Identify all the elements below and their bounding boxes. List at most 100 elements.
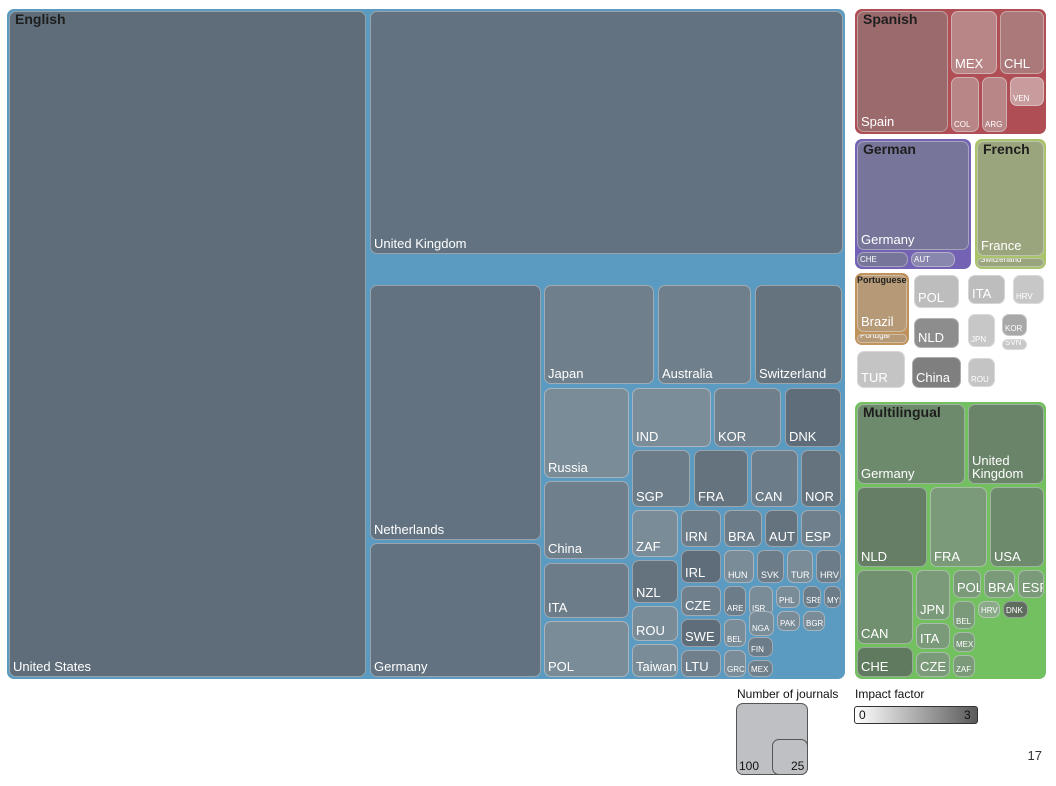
treemap-cell-english-russia[interactable]: Russia [544, 388, 629, 478]
treemap-cell-german-che[interactable]: CHE [857, 252, 908, 267]
treemap-cell-english-are[interactable]: ARE [724, 586, 746, 616]
treemap-cell-multilingual-bra[interactable]: BRA [984, 570, 1015, 598]
treemap-cell-unlabeled-rou[interactable]: ROU [968, 358, 995, 387]
treemap-cell-english-mex[interactable]: MEX [748, 660, 773, 677]
treemap-cell-english-netherlands[interactable]: Netherlands [370, 285, 541, 540]
treemap-cell-spanish-chl[interactable]: CHL [1000, 11, 1044, 74]
treemap-cell-unlabeled-jpn[interactable]: JPN [968, 314, 995, 347]
treemap-cell-english-switzerland[interactable]: Switzerland [755, 285, 842, 384]
treemap-cell-spanish-spain[interactable]: Spain [857, 11, 948, 132]
treemap-cell-multilingual-jpn[interactable]: JPN [916, 570, 950, 620]
treemap-cell-label: AUT [914, 254, 930, 264]
treemap-cell-multilingual-germany[interactable]: Germany [857, 404, 965, 484]
treemap-cell-english-pol[interactable]: POL [544, 621, 629, 677]
treemap-cell-label: TUR [861, 370, 888, 386]
treemap-cell-english-sgp[interactable]: SGP [632, 450, 690, 507]
treemap-cell-english-bra[interactable]: BRA [724, 510, 762, 547]
treemap-cell-english-nga[interactable]: NGA [749, 611, 774, 636]
treemap-cell-spanish-arg[interactable]: ARG [982, 77, 1007, 132]
treemap-cell-english-cze[interactable]: CZE [681, 586, 721, 616]
treemap-cell-portuguese-brazil[interactable]: Brazil [857, 275, 907, 332]
treemap-cell-english-dnk[interactable]: DNK [785, 388, 841, 447]
treemap-cell-english-swe[interactable]: SWE [681, 619, 721, 647]
treemap-cell-label: CAN [861, 626, 889, 642]
treemap-cell-german-germany[interactable]: Germany [857, 141, 969, 250]
treemap-cell-multilingual-mex[interactable]: MEX [953, 632, 975, 652]
treemap-cell-multilingual-united-kingdom[interactable]: United Kingdom [968, 404, 1044, 484]
treemap-cell-english-nor[interactable]: NOR [801, 450, 841, 507]
treemap-cell-multilingual-pol[interactable]: POL [953, 570, 981, 598]
treemap-cell-english-kor[interactable]: KOR [714, 388, 781, 447]
treemap-cell-unlabeled-svn[interactable]: SVN [1002, 339, 1027, 350]
treemap-cell-english-ind[interactable]: IND [632, 388, 711, 447]
treemap-cell-english-germany[interactable]: Germany [370, 543, 541, 677]
treemap-cell-label: NOR [805, 489, 834, 505]
treemap-cell-unlabeled-pol[interactable]: POL [914, 275, 959, 308]
treemap-cell-unlabeled-nld[interactable]: NLD [914, 318, 959, 348]
treemap-cell-german-aut[interactable]: AUT [911, 252, 955, 267]
treemap-cell-english-nzl[interactable]: NZL [632, 560, 678, 603]
treemap-cell-multilingual-nld[interactable]: NLD [857, 487, 927, 567]
treemap-cell-multilingual-fra[interactable]: FRA [930, 487, 987, 567]
treemap-cell-english-china[interactable]: China [544, 481, 629, 559]
treemap-cell-english-bgr[interactable]: BGR [803, 611, 825, 631]
treemap-cell-multilingual-usa[interactable]: USA [990, 487, 1044, 567]
treemap-cell-unlabeled-china[interactable]: China [912, 357, 961, 388]
treemap-cell-english-can[interactable]: CAN [751, 450, 798, 507]
treemap-cell-english-hrv[interactable]: HRV [816, 550, 841, 583]
treemap-cell-english-bel[interactable]: BEL [724, 619, 746, 647]
treemap-cell-english-japan[interactable]: Japan [544, 285, 654, 384]
treemap-cell-english-australia[interactable]: Australia [658, 285, 751, 384]
treemap-cell-english-fra[interactable]: FRA [694, 450, 748, 507]
treemap-cell-english-aut[interactable]: AUT [765, 510, 798, 547]
treemap-cell-english-tur[interactable]: TUR [787, 550, 813, 583]
treemap-cell-english-esp[interactable]: ESP [801, 510, 841, 547]
treemap-cell-multilingual-che[interactable]: CHE [857, 647, 913, 677]
treemap-cell-english-pak[interactable]: PAK [777, 611, 800, 631]
treemap-cell-portuguese-portugal[interactable]: Portugal [857, 334, 907, 343]
treemap-cell-multilingual-bel[interactable]: BEL [953, 601, 975, 629]
treemap-cell-english-taiwan[interactable]: Taiwan [632, 644, 678, 677]
treemap-cell-multilingual-hrv[interactable]: HRV [978, 601, 1000, 618]
treemap-cell-label: FRA [698, 489, 724, 505]
treemap-cell-multilingual-can[interactable]: CAN [857, 570, 913, 644]
treemap-cell-label: NZL [636, 585, 661, 601]
treemap-cell-label: POL [548, 659, 575, 675]
treemap-cell-english-irl[interactable]: IRL [681, 550, 721, 583]
treemap-cell-multilingual-zaf[interactable]: ZAF [953, 655, 975, 677]
treemap-cell-multilingual-ita[interactable]: ITA [916, 623, 950, 649]
treemap-cell-english-ita[interactable]: ITA [544, 563, 629, 618]
treemap-cell-english-rou[interactable]: ROU [632, 606, 678, 641]
treemap-cell-multilingual-dnk[interactable]: DNK [1003, 601, 1028, 618]
treemap-cell-spanish-ven[interactable]: VEN [1010, 77, 1044, 106]
treemap-cell-english-grc[interactable]: GRC [724, 650, 746, 677]
treemap-cell-english-phl[interactable]: PHL [776, 586, 800, 608]
treemap-cell-spanish-col[interactable]: COL [951, 77, 979, 132]
size-legend-small-box [772, 739, 808, 775]
treemap-cell-english-united-states[interactable]: United States [9, 11, 366, 677]
treemap-cell-english-ltu[interactable]: LTU [681, 650, 721, 677]
treemap-cell-label: SVN [1005, 339, 1022, 347]
treemap-cell-english-zaf[interactable]: ZAF [632, 510, 678, 557]
treemap-cell-unlabeled-tur[interactable]: TUR [857, 351, 905, 388]
treemap-cell-english-svk[interactable]: SVK [757, 550, 784, 583]
treemap-cell-english-fin[interactable]: FIN [748, 637, 773, 657]
treemap-cell-label: HRV [981, 605, 998, 615]
treemap-cell-unlabeled-hrv[interactable]: HRV [1013, 275, 1044, 304]
treemap-cell-english-hun[interactable]: HUN [724, 550, 754, 583]
treemap-cell-multilingual-cze[interactable]: CZE [916, 652, 950, 677]
treemap-cell-french-switzerland[interactable]: Switzerland [977, 258, 1044, 267]
treemap-cell-unlabeled-kor[interactable]: KOR [1002, 314, 1027, 336]
treemap-cell-label: VEN [1013, 93, 1030, 103]
treemap-cell-english-irn[interactable]: IRN [681, 510, 721, 547]
treemap-cell-spanish-mex[interactable]: MEX [951, 11, 997, 74]
color-legend-gradient [854, 706, 978, 724]
treemap-cell-french-france[interactable]: France [977, 141, 1044, 256]
treemap-cell-multilingual-esp[interactable]: ESP [1018, 570, 1044, 598]
treemap-cell-label: Brazil [861, 314, 894, 330]
treemap-cell-label: FRA [934, 549, 960, 565]
treemap-cell-english-mys[interactable]: MYS [824, 586, 841, 608]
treemap-cell-english-united-kingdom[interactable]: United Kingdom [370, 11, 843, 254]
treemap-cell-unlabeled-ita[interactable]: ITA [968, 275, 1005, 304]
treemap-cell-english-srb[interactable]: SRB [803, 586, 821, 608]
